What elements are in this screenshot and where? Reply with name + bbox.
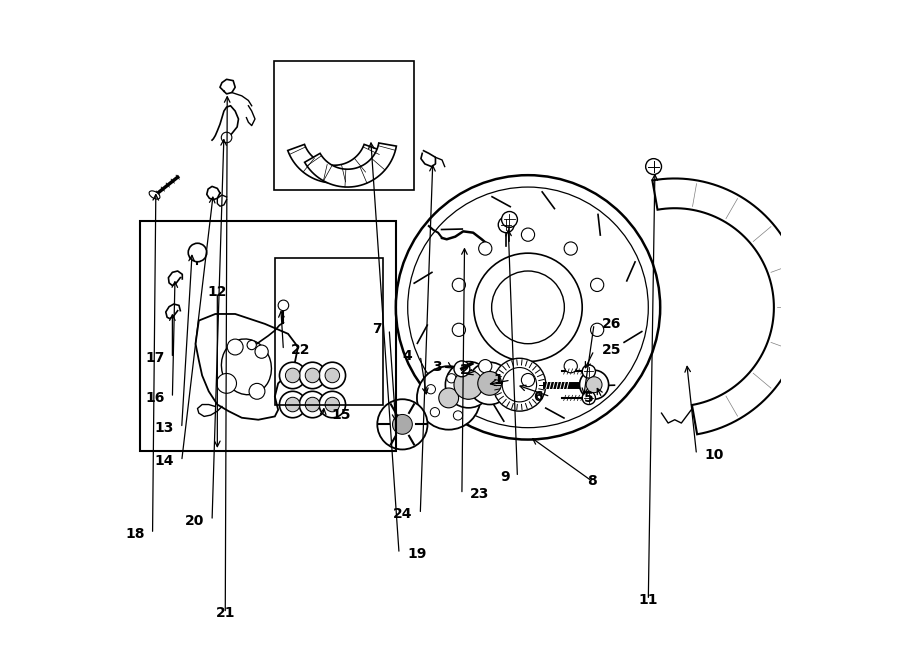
Circle shape [300,362,326,389]
Text: 17: 17 [145,351,165,366]
Text: 7: 7 [372,322,382,336]
Circle shape [255,345,268,358]
Text: 26: 26 [602,317,621,331]
Text: 13: 13 [154,421,174,436]
Text: 16: 16 [145,391,165,405]
Text: 23: 23 [470,487,490,502]
Circle shape [285,397,300,412]
Circle shape [417,366,481,430]
Bar [275,258,382,405]
Circle shape [493,358,545,411]
Text: 1: 1 [493,373,503,387]
Ellipse shape [149,191,160,199]
Circle shape [586,377,602,393]
Circle shape [446,362,491,408]
Text: 18: 18 [125,527,145,541]
Circle shape [582,365,596,378]
Text: 25: 25 [602,343,622,358]
Text: 19: 19 [407,547,427,561]
Circle shape [452,278,465,292]
Polygon shape [168,271,183,286]
Circle shape [325,397,339,412]
Text: 10: 10 [705,447,724,462]
Circle shape [227,339,243,355]
Text: 5: 5 [584,391,594,405]
Circle shape [454,361,470,377]
Circle shape [464,390,472,399]
Polygon shape [195,314,298,420]
Text: 9: 9 [500,470,509,485]
Circle shape [501,212,518,227]
Circle shape [280,362,306,389]
Circle shape [479,360,492,373]
Text: 22: 22 [292,343,310,358]
Text: 3: 3 [432,360,442,374]
Circle shape [305,397,320,412]
Text: 14: 14 [154,454,174,469]
Circle shape [325,368,339,383]
Circle shape [580,370,608,399]
Circle shape [377,399,427,449]
Circle shape [249,383,265,399]
Bar [274,61,414,190]
Circle shape [564,242,577,255]
Circle shape [217,373,237,393]
Circle shape [521,373,535,387]
Circle shape [454,410,463,420]
Circle shape [248,340,256,350]
Text: 4: 4 [402,348,412,363]
Text: 12: 12 [208,285,227,299]
Circle shape [278,300,289,311]
Circle shape [320,391,346,418]
Circle shape [454,370,483,399]
Circle shape [439,388,459,408]
Circle shape [305,368,320,383]
Text: 2: 2 [460,363,470,377]
Text: 11: 11 [639,593,658,607]
Circle shape [590,323,604,336]
Polygon shape [288,144,381,183]
Ellipse shape [221,339,272,395]
Circle shape [392,414,412,434]
Polygon shape [166,304,180,319]
Circle shape [446,373,456,383]
Text: 20: 20 [184,514,204,528]
Circle shape [430,408,439,417]
Circle shape [320,362,346,389]
Bar [140,221,397,451]
Circle shape [499,217,514,233]
Text: 15: 15 [331,408,350,422]
Circle shape [280,391,306,418]
Circle shape [478,371,501,395]
Polygon shape [207,186,220,200]
Circle shape [645,159,662,175]
Circle shape [479,242,492,255]
Circle shape [469,362,511,405]
Circle shape [300,391,326,418]
Circle shape [564,360,577,373]
Circle shape [221,132,232,143]
Circle shape [285,368,300,383]
Text: 6: 6 [533,389,543,404]
Circle shape [452,323,465,336]
Circle shape [427,385,436,394]
Polygon shape [652,178,804,434]
Circle shape [590,278,604,292]
Circle shape [582,391,596,405]
Text: 8: 8 [587,474,597,488]
Circle shape [521,228,535,241]
Text: 21: 21 [215,606,235,621]
Circle shape [188,243,207,262]
Text: 24: 24 [392,507,412,522]
Polygon shape [304,143,396,187]
